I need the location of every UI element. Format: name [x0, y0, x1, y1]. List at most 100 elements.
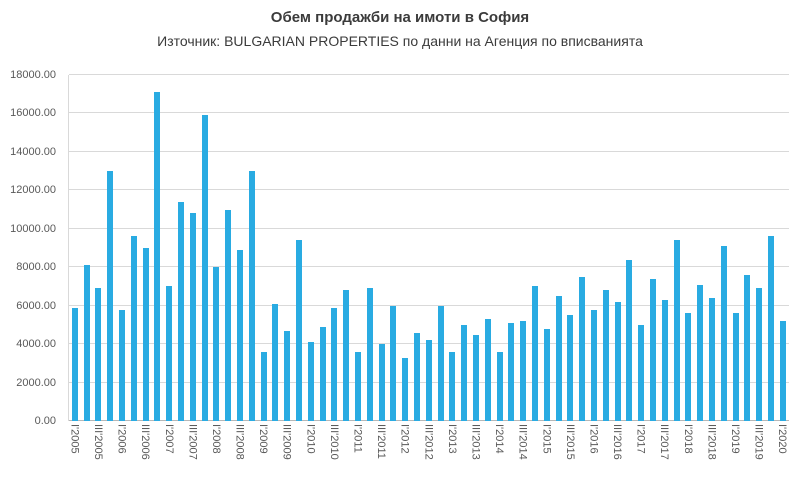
x-tick-slot: I'2018: [681, 424, 694, 476]
bar-slot: [517, 75, 529, 421]
bar-slot: [730, 75, 742, 421]
bar-IV'2008: [248, 171, 255, 421]
bar-III'2006: [142, 248, 149, 421]
bar-slot: [541, 75, 553, 421]
y-axis-tick-label: 4000.00: [16, 338, 56, 351]
bar-slot: [741, 75, 753, 421]
bar-slot: [671, 75, 683, 421]
bar-III'2014: [520, 321, 527, 421]
bar-I'2018: [685, 313, 692, 421]
bar-IV'2006: [154, 92, 161, 421]
bar-slot: [623, 75, 635, 421]
x-tick-slot: [151, 424, 163, 476]
x-tick-slot: I'2006: [115, 424, 128, 476]
x-tick-slot: III'2009: [280, 424, 293, 476]
bar-slot: [317, 75, 329, 421]
x-axis-tick-label: III'2017: [658, 424, 671, 460]
bar-IV'2010: [343, 290, 350, 421]
bar-slot: [612, 75, 624, 421]
x-axis-tick-label: I'2005: [68, 424, 81, 454]
bar-III'2017: [661, 299, 668, 421]
x-tick-slot: I'2019: [729, 424, 741, 476]
bar-III'2008: [237, 249, 244, 421]
y-axis-tick-label: 0.00: [34, 415, 56, 427]
bar-I'2010: [307, 342, 314, 421]
x-axis-tick-label: I'2017: [634, 424, 647, 454]
bar-IV'2007: [201, 115, 208, 421]
bar-slot: [682, 75, 694, 421]
x-axis-tick-label: III'2011: [375, 424, 388, 459]
x-tick-slot: [481, 424, 493, 476]
bar-slot: [199, 75, 211, 421]
bar-slot: [293, 75, 305, 421]
bar-series: [69, 75, 789, 421]
bar-slot: [553, 75, 565, 421]
x-tick-slot: III'2006: [139, 424, 151, 476]
bar-slot: [211, 75, 223, 421]
bar-I'2016: [590, 309, 597, 421]
x-tick-slot: [504, 424, 516, 476]
bar-II'2013: [461, 324, 468, 421]
x-tick-slot: III'2011: [375, 424, 387, 476]
bar-IV'2018: [720, 246, 727, 421]
bar-I'2008: [213, 267, 220, 421]
y-axis-tick-label: 18000.00: [10, 69, 56, 81]
x-tick-slot: [127, 424, 139, 476]
y-axis-tick-label: 10000.00: [10, 222, 56, 235]
x-axis-tick-label: III'2010: [327, 424, 340, 460]
chart-title: Обем продажби на имоти в София: [270, 9, 530, 26]
x-tick-slot: [316, 424, 328, 476]
bar-III'2019: [756, 288, 763, 421]
plot-area: [68, 74, 789, 421]
gridline: [69, 74, 789, 75]
bar-I'2005: [71, 307, 78, 421]
y-axis-tick-label: 12000.00: [10, 184, 56, 197]
bar-slot: [399, 75, 411, 421]
bar-slot: [718, 75, 730, 421]
x-tick-slot: [528, 424, 540, 476]
x-axis-tick-label: I'2019: [729, 424, 742, 454]
bar-slot: [505, 75, 517, 421]
bar-slot: [128, 75, 140, 421]
x-axis-tick-label: I'2011: [351, 424, 364, 453]
x-tick-slot: [198, 424, 210, 476]
bar-I'2009: [260, 351, 267, 421]
x-axis-tick-label: III'2019: [752, 424, 765, 460]
x-tick-slot: [622, 424, 634, 476]
bar-IV'2017: [673, 240, 680, 421]
x-axis-tick-label: I'2013: [445, 424, 458, 454]
x-tick-slot: [103, 424, 115, 476]
x-tick-slot: III'2013: [469, 424, 481, 476]
bar-slot: [458, 75, 470, 421]
bar-slot: [635, 75, 647, 421]
bar-slot: [482, 75, 494, 421]
gridline: [69, 266, 789, 268]
bar-slot: [411, 75, 423, 421]
bar-slot: [234, 75, 246, 421]
bar-III'2010: [331, 307, 338, 421]
gridline: [69, 150, 789, 152]
x-tick-slot: [387, 424, 399, 476]
x-tick-slot: I'2017: [634, 424, 647, 476]
x-axis-tick-label: III'2014: [516, 424, 529, 460]
x-tick-slot: III'2007: [186, 424, 198, 476]
x-tick-slot: I'2013: [446, 424, 458, 476]
bar-slot: [340, 75, 352, 421]
x-tick-slot: [339, 424, 351, 476]
x-axis-tick-label: I'2009: [257, 424, 270, 454]
bar-II'2009: [272, 303, 279, 421]
y-axis: 0.00 2000.00 4000.00 6000.00 8000.00 10000.00…: [0, 69, 62, 427]
x-axis-tick-label: I'2014: [493, 424, 506, 454]
bar-slot: [69, 75, 81, 421]
bar-III'2016: [614, 301, 621, 421]
bar-II'2005: [83, 265, 90, 421]
x-tick-slot: [363, 424, 375, 476]
bar-slot: [564, 75, 576, 421]
bar-III'2007: [189, 213, 196, 421]
bar-slot: [270, 75, 282, 421]
bar-II'2006: [130, 236, 137, 421]
bar-slot: [258, 75, 270, 421]
bar-II'2008: [225, 209, 232, 421]
y-axis-tick-label: 6000.00: [16, 299, 56, 312]
